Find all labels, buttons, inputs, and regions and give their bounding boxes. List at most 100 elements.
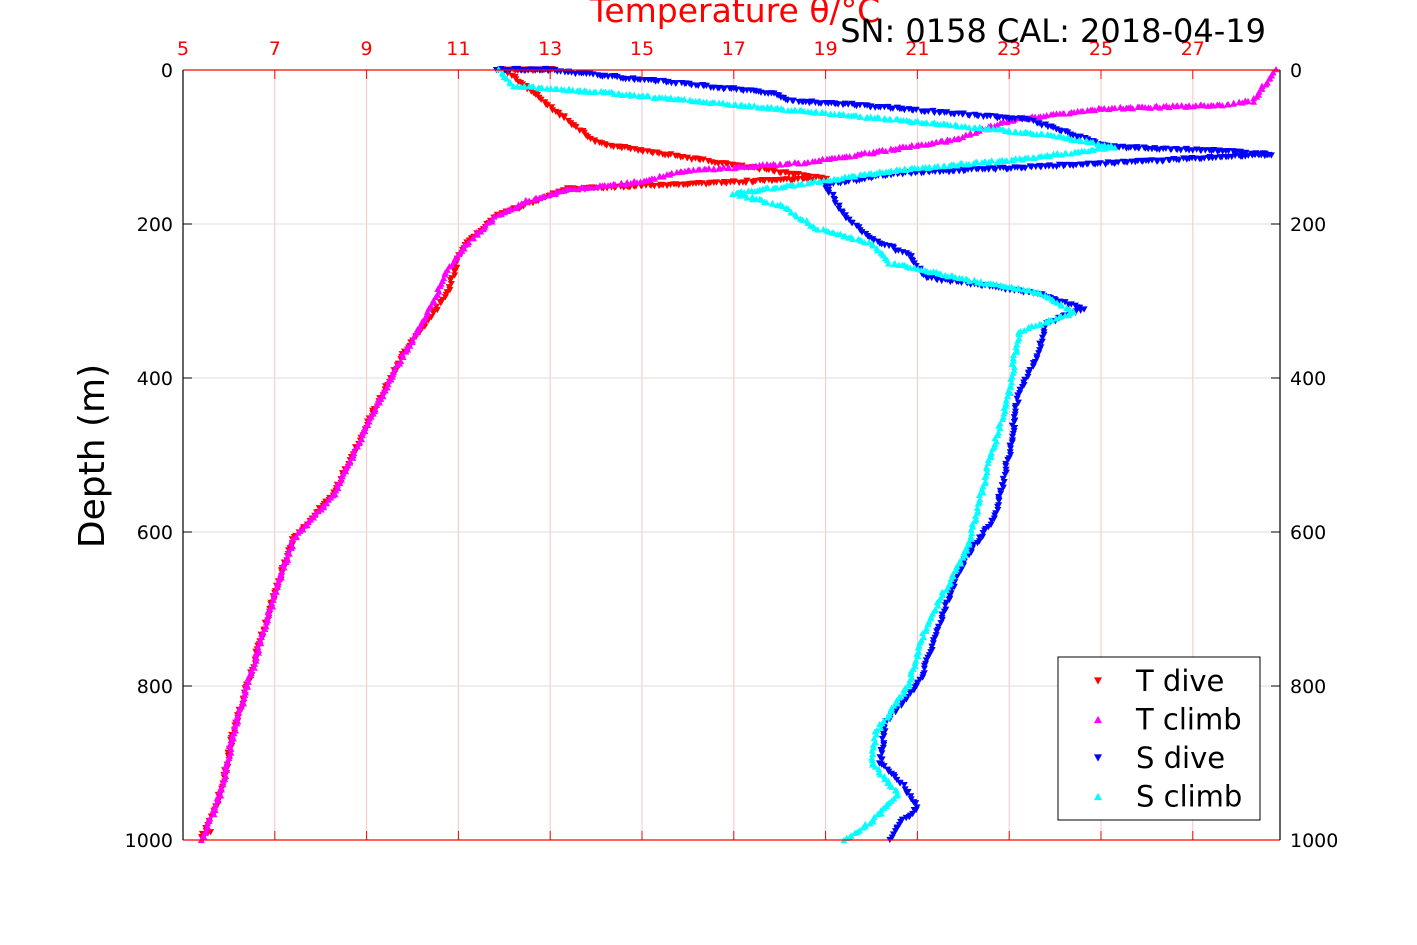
data-point (769, 200, 777, 207)
data-point (495, 211, 503, 218)
x-tick-label: 5 (177, 38, 189, 60)
data-point (782, 160, 790, 168)
data-point (999, 475, 1007, 483)
data-point (872, 731, 880, 738)
data-point (1011, 116, 1019, 123)
data-point (959, 133, 967, 141)
data-point (965, 538, 973, 545)
data-point (244, 683, 252, 690)
data-point (884, 260, 892, 267)
data-point (592, 183, 600, 191)
data-point (933, 628, 941, 635)
data-point (951, 567, 959, 575)
data-point (917, 170, 925, 177)
data-point (385, 377, 393, 385)
data-point (1071, 148, 1079, 155)
data-point (1013, 348, 1021, 355)
data-point (967, 526, 975, 533)
data-point (999, 415, 1007, 423)
data-point (644, 92, 652, 100)
data-point (522, 198, 530, 206)
data-point (790, 97, 798, 104)
data-point (809, 158, 817, 165)
data-point (1010, 363, 1018, 370)
data-point (820, 176, 828, 184)
data-point (537, 96, 545, 103)
data-point (1026, 286, 1034, 294)
data-point (822, 185, 830, 192)
data-point (856, 171, 864, 178)
data-point (1196, 101, 1204, 109)
data-point (934, 602, 942, 609)
data-point (910, 687, 918, 694)
data-point (887, 145, 895, 152)
y-tick-label-right: 600 (1290, 522, 1326, 544)
data-point (280, 564, 288, 571)
data-point (937, 270, 945, 277)
data-point (1169, 102, 1177, 109)
data-point (856, 102, 864, 109)
y-tick-label: 0 (161, 60, 173, 82)
data-point (938, 616, 946, 624)
x-tick-label: 25 (1089, 38, 1113, 60)
data-point (914, 644, 922, 651)
data-point (881, 775, 889, 783)
data-point (1007, 389, 1015, 397)
data-point (262, 619, 270, 626)
data-point (474, 231, 482, 238)
data-point (875, 114, 883, 121)
data-point (1038, 334, 1046, 341)
data-point (923, 119, 931, 126)
data-point (893, 700, 901, 707)
data-point (943, 109, 951, 116)
data-point (484, 219, 492, 226)
data-point (743, 194, 751, 201)
data-point (972, 129, 980, 136)
data-point (977, 280, 985, 287)
data-point (777, 169, 785, 177)
data-point (902, 814, 910, 822)
data-point (277, 570, 285, 577)
data-point (965, 277, 973, 285)
data-point (1178, 102, 1186, 109)
data-point (857, 113, 865, 120)
data-point (784, 97, 792, 104)
data-point (1004, 456, 1012, 464)
data-point (800, 159, 808, 167)
data-point (710, 99, 718, 106)
data-point (971, 512, 979, 519)
data-point (1036, 340, 1044, 347)
y-tick-label: 600 (137, 522, 173, 544)
data-point (953, 562, 961, 570)
data-point (1213, 101, 1221, 108)
data-point (511, 204, 519, 212)
y-tick-label-right: 1000 (1290, 830, 1338, 852)
x-tick-label: 27 (1181, 38, 1205, 60)
data-point (250, 664, 258, 671)
data-point (292, 533, 300, 541)
data-point (529, 83, 537, 90)
data-point (977, 125, 985, 132)
data-point (211, 803, 219, 810)
data-point (1262, 81, 1270, 88)
data-point (584, 134, 592, 141)
data-point (1002, 397, 1010, 404)
data-point (735, 179, 743, 187)
data-point (767, 103, 775, 111)
data-point (793, 213, 801, 220)
data-point (270, 590, 278, 597)
data-point (769, 185, 777, 192)
y-tick-label-right: 0 (1290, 60, 1302, 82)
data-point (569, 86, 577, 93)
data-point (503, 75, 511, 82)
data-point (1100, 145, 1108, 152)
data-point (891, 828, 899, 835)
data-point (1024, 370, 1032, 377)
data-point (732, 101, 740, 108)
data-point (679, 181, 687, 189)
data-point (649, 150, 657, 157)
data-point (689, 166, 697, 173)
data-point (947, 575, 955, 582)
data-point (920, 665, 928, 672)
data-point (976, 534, 984, 541)
